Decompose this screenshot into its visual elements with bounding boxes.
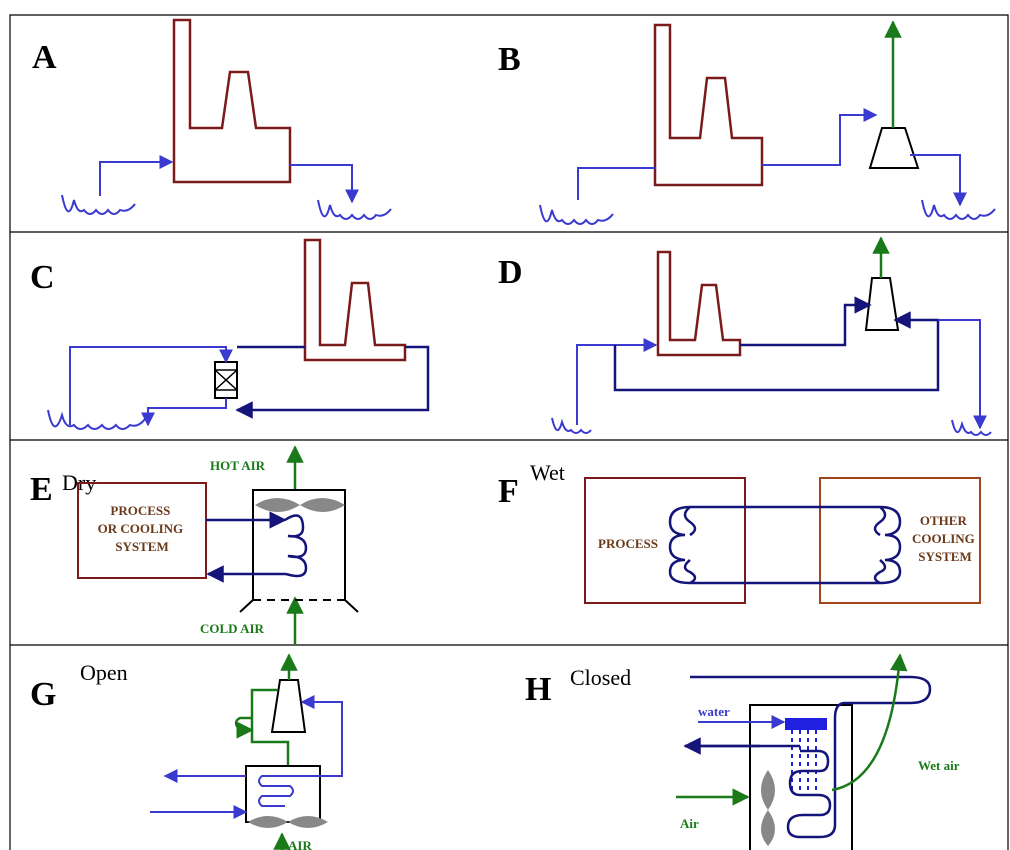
water-link xyxy=(762,108,878,166)
factory xyxy=(656,250,742,357)
caption: Open xyxy=(80,660,128,685)
water-out xyxy=(910,154,967,207)
label-line: PROCESS xyxy=(110,503,170,518)
water-body xyxy=(551,417,592,434)
box-label: OTHER COOLING SYSTEM xyxy=(912,513,978,564)
condenser xyxy=(245,765,321,823)
label-line: COOLING xyxy=(912,531,975,546)
cooling-tower xyxy=(868,127,920,169)
water-in xyxy=(99,155,174,196)
panel-letter: H xyxy=(525,671,551,708)
tower xyxy=(749,704,853,850)
other-box xyxy=(819,477,981,604)
fan xyxy=(248,816,328,828)
label-line: SYSTEM xyxy=(115,539,168,554)
caption: Closed xyxy=(570,665,631,690)
label-line: SYSTEM xyxy=(918,549,971,564)
panel-letter: A xyxy=(32,39,57,76)
water-in xyxy=(576,338,658,425)
coil xyxy=(284,514,308,578)
water-body xyxy=(61,194,136,215)
frame xyxy=(9,14,1009,850)
water-loop xyxy=(290,695,343,777)
label: Wet air xyxy=(918,758,960,773)
recirculation xyxy=(236,688,290,766)
spray xyxy=(791,730,817,790)
cooling-tower xyxy=(270,679,307,733)
box-label: PROCESS xyxy=(598,536,658,551)
water-body xyxy=(921,199,996,220)
label: COLD AIR xyxy=(200,621,265,636)
label: water xyxy=(698,704,730,719)
factory xyxy=(172,18,292,184)
panel-letter: E xyxy=(30,471,53,508)
label: AIR xyxy=(288,838,312,850)
process-loop xyxy=(237,345,430,412)
water-body xyxy=(539,204,614,225)
water-body xyxy=(951,419,992,436)
process-box xyxy=(584,477,746,604)
process-box xyxy=(77,482,207,579)
heat-exchanger-x xyxy=(214,369,238,391)
label-line: OR COOLING xyxy=(98,521,184,536)
factory xyxy=(303,238,407,362)
coil-loop xyxy=(668,505,902,585)
caption: Wet xyxy=(530,460,565,485)
water-out xyxy=(290,164,359,204)
bypass xyxy=(613,311,940,392)
factory xyxy=(653,23,764,187)
fan xyxy=(761,770,775,846)
label: Air xyxy=(680,816,699,831)
fan xyxy=(255,498,345,512)
water-body xyxy=(47,409,146,430)
label: HOT AIR xyxy=(210,458,266,473)
water-loop xyxy=(141,398,227,427)
water-out xyxy=(938,319,987,430)
water-body xyxy=(317,199,392,220)
panel-letter: G xyxy=(30,676,56,713)
panel-letter: B xyxy=(498,41,521,78)
legs xyxy=(239,599,359,613)
water-loop xyxy=(69,346,233,425)
water-link xyxy=(740,296,872,347)
panel-letter: F xyxy=(498,473,519,510)
cooling-tower xyxy=(864,277,900,331)
panel-letter: C xyxy=(30,259,55,296)
water-in xyxy=(577,167,655,200)
tower xyxy=(252,489,346,600)
sprayer xyxy=(785,718,827,730)
coil xyxy=(258,775,294,807)
panel-letter: D xyxy=(498,254,523,291)
label-line: OTHER xyxy=(920,513,968,528)
wet-air xyxy=(831,653,908,792)
box-label: PROCESS OR COOLING SYSTEM xyxy=(98,503,187,554)
